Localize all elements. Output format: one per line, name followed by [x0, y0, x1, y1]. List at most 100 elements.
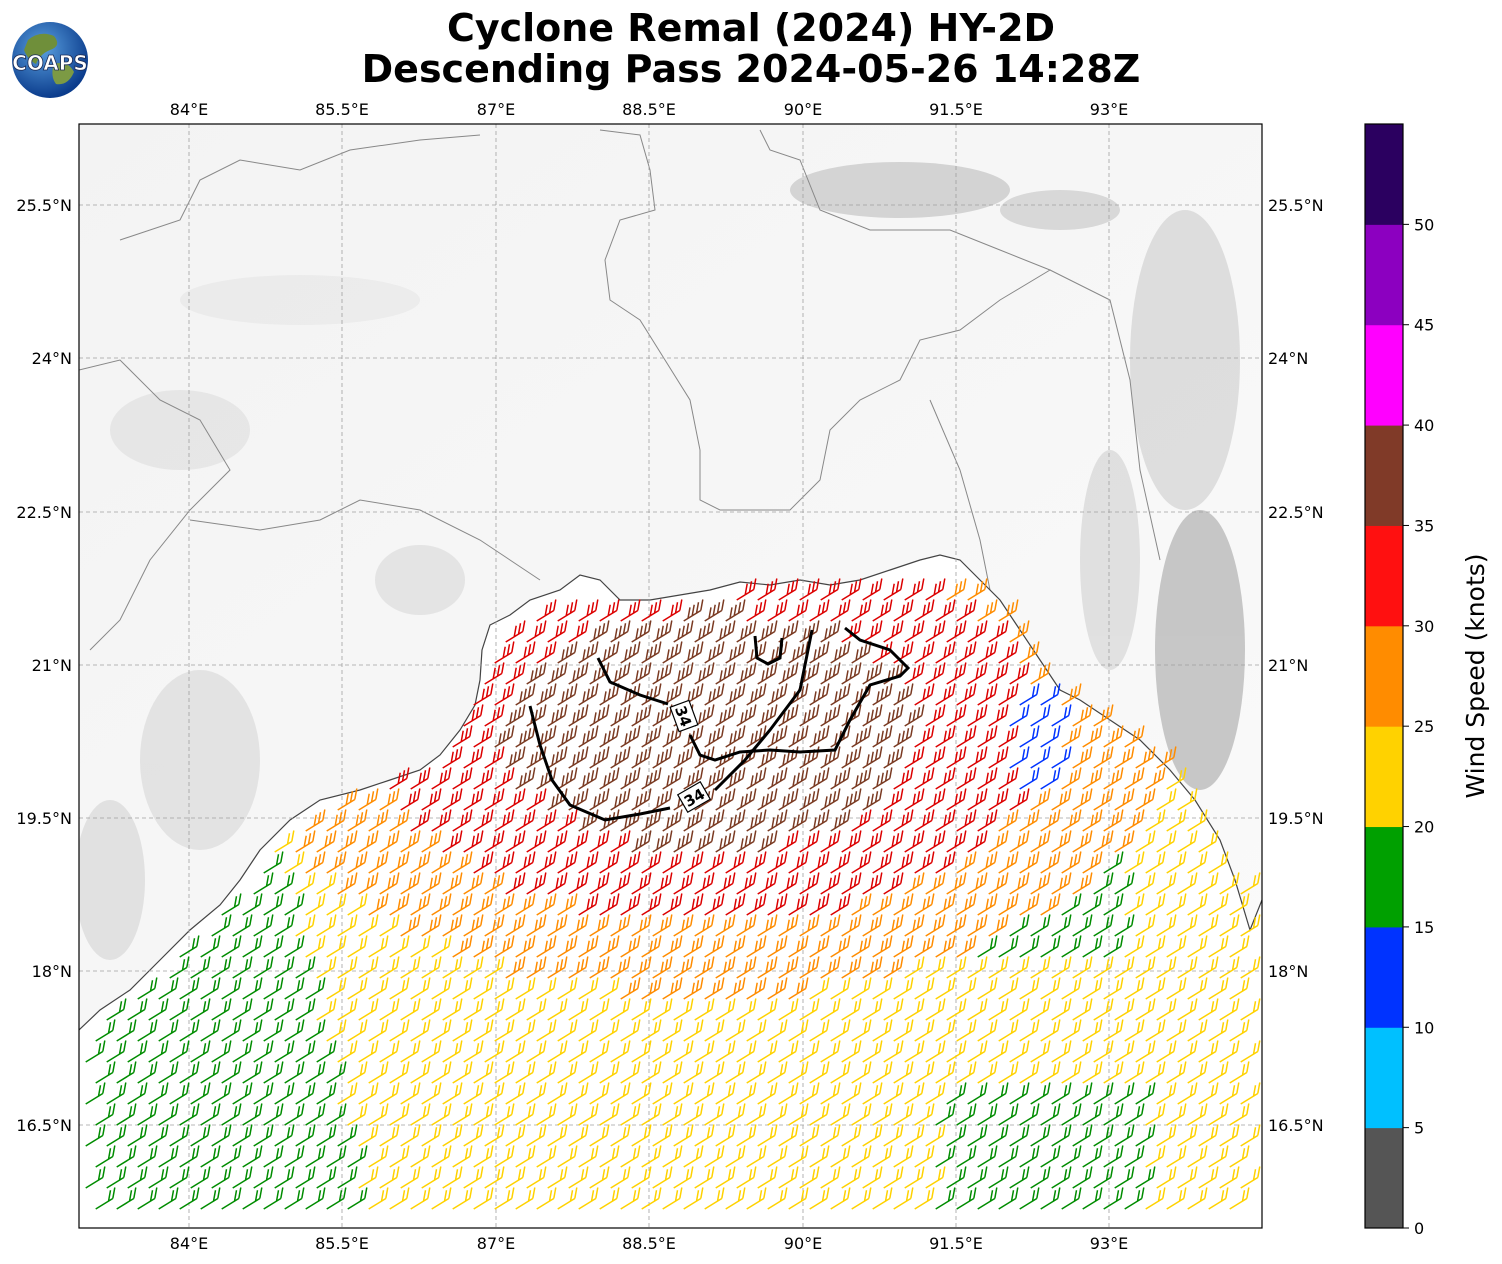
- wind-barb: [1019, 767, 1040, 790]
- wind-barb: [536, 725, 557, 748]
- wind-barb: [1124, 767, 1145, 790]
- wind-barb: [127, 1040, 148, 1063]
- wind-barb: [347, 809, 368, 832]
- wind-barb: [998, 1019, 1019, 1042]
- wind-barb: [662, 851, 683, 874]
- wind-barb: [883, 746, 904, 769]
- wind-barb: [557, 851, 578, 874]
- wind-barb: [526, 1124, 547, 1147]
- wind-barb: [914, 683, 935, 706]
- wind-barb: [935, 1187, 956, 1210]
- wind-barb: [410, 1019, 431, 1042]
- wind-barb: [946, 998, 967, 1021]
- wind-barb: [767, 1187, 788, 1210]
- wind-barb: [389, 1187, 410, 1210]
- wind-barb: [778, 662, 799, 685]
- wind-barb: [641, 1187, 662, 1210]
- colorbar-tick-label: 45: [1414, 316, 1434, 335]
- wind-barb: [893, 809, 914, 832]
- wind-barb: [1093, 998, 1114, 1021]
- wind-barb: [589, 956, 610, 979]
- colorbar-segment: [1365, 525, 1403, 627]
- wind-barb: [841, 1166, 862, 1189]
- coastline: [79, 554, 1262, 1031]
- wind-barb: [862, 1040, 883, 1063]
- wind-barb: [1009, 914, 1030, 937]
- wind-barb: [946, 1082, 967, 1105]
- wind-barb: [1072, 998, 1093, 1021]
- wind-barb: [673, 1124, 694, 1147]
- wind-barb: [421, 1082, 442, 1105]
- wind-barb: [515, 725, 536, 748]
- wind-barb: [305, 1061, 326, 1084]
- wind-barb: [914, 725, 935, 748]
- wind-barb: [757, 788, 778, 811]
- wind-barb: [1198, 1166, 1219, 1189]
- wind-barb: [746, 809, 767, 832]
- wind-barb: [431, 893, 452, 916]
- wind-barb: [914, 1103, 935, 1126]
- wind-barb: [820, 1082, 841, 1105]
- wind-barb: [1156, 1124, 1177, 1147]
- wind-barb: [1072, 1040, 1093, 1063]
- wind-barb: [452, 977, 473, 1000]
- wind-barb: [620, 977, 641, 1000]
- wind-barb: [1114, 830, 1135, 853]
- wind-barb: [515, 809, 536, 832]
- wind-barb: [956, 935, 977, 958]
- wind-barb: [1061, 1145, 1082, 1168]
- wind-barb: [452, 1145, 473, 1168]
- wind-barb: [809, 851, 830, 874]
- wind-barb: [463, 830, 484, 853]
- wind-barb: [830, 1145, 851, 1168]
- wind-barb: [463, 872, 484, 895]
- wind-barb: [841, 578, 862, 601]
- wind-barb: [1093, 1040, 1114, 1063]
- wind-barb: [620, 767, 641, 790]
- wind-barb: [977, 977, 998, 1000]
- wind-barb: [746, 641, 767, 664]
- wind-barb: [305, 809, 326, 832]
- wind-barb: [652, 788, 673, 811]
- colorbar-tick-label: 20: [1414, 818, 1434, 837]
- wind-barb: [232, 1040, 253, 1063]
- wind-barb: [620, 851, 641, 874]
- wind-barb: [830, 1103, 851, 1126]
- lon-tick-top: 85.5°E: [315, 100, 369, 119]
- wind-barb: [526, 872, 547, 895]
- wind-barb: [358, 998, 379, 1021]
- wind-barb: [883, 620, 904, 643]
- wind-barb: [1187, 1019, 1208, 1042]
- wind-barb: [253, 998, 274, 1021]
- wind-barb: [557, 1187, 578, 1210]
- wind-barb: [1198, 1040, 1219, 1063]
- wind-barb: [820, 830, 841, 853]
- wind-barb: [284, 1019, 305, 1042]
- wind-barb: [515, 1187, 536, 1210]
- wind-barb: [830, 893, 851, 916]
- wind-barb: [85, 1040, 106, 1063]
- wind-barb: [547, 746, 568, 769]
- wind-barb: [1009, 620, 1030, 643]
- wind-barb: [925, 914, 946, 937]
- wind-barb: [1051, 1166, 1072, 1189]
- lat-tick-right: 21°N: [1268, 656, 1308, 675]
- wind-barb: [379, 872, 400, 895]
- wind-barb: [778, 620, 799, 643]
- wind-barb: [95, 1019, 116, 1042]
- wind-barb: [904, 1166, 925, 1189]
- wind-barb: [620, 1061, 641, 1084]
- wind-barb: [778, 998, 799, 1021]
- wind-barb: [788, 1103, 809, 1126]
- wind-barb: [620, 1187, 641, 1210]
- wind-barb: [1145, 1145, 1166, 1168]
- wind-barb: [1103, 977, 1124, 1000]
- wind-barb: [547, 872, 568, 895]
- wind-barb: [967, 1082, 988, 1105]
- wind-barb: [683, 599, 704, 622]
- wind-barb: [1145, 977, 1166, 1000]
- wind-barb: [1219, 872, 1240, 895]
- wind-barb: [578, 851, 599, 874]
- wind-barb: [599, 725, 620, 748]
- wind-barb: [851, 1103, 872, 1126]
